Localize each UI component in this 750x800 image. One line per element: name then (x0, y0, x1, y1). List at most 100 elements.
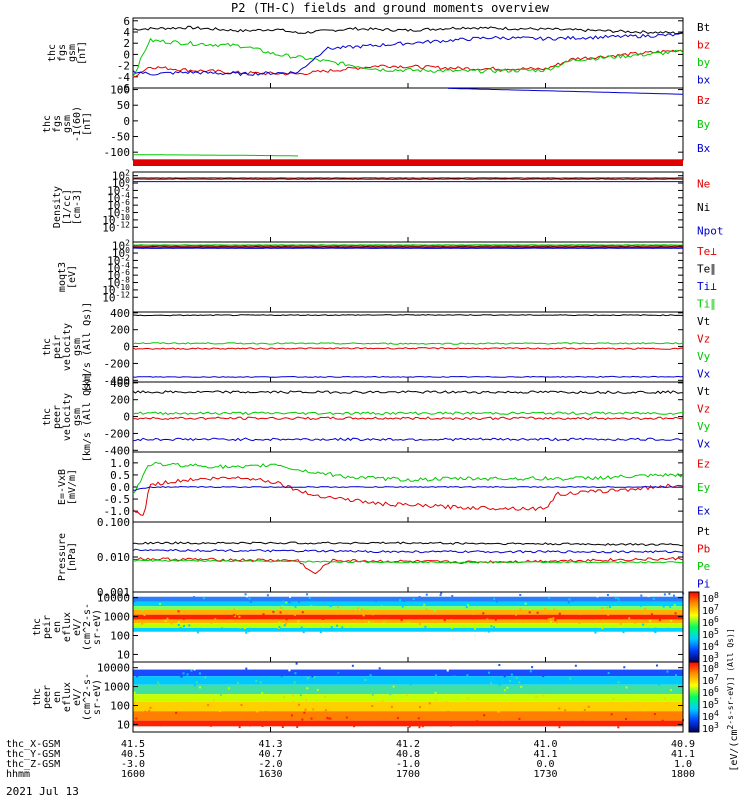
heatmap-cell (509, 702, 512, 705)
series-by (132, 37, 684, 77)
heatmap-cell (309, 723, 312, 726)
heatmap-cell (416, 667, 419, 670)
heatmap-cell (186, 673, 189, 676)
heatmap-cell (192, 596, 195, 599)
heatmap-cell (177, 621, 180, 624)
heatmap-cell (277, 689, 280, 692)
heatmap-cell (183, 701, 186, 704)
heatmap-cell (374, 599, 377, 602)
heatmap-cell (560, 713, 563, 716)
legend-label: Bz (697, 94, 710, 107)
heatmap-cell (236, 681, 239, 684)
heatmap-cell (261, 697, 264, 700)
heatmap-cell (389, 593, 392, 596)
heatmap-cell (503, 675, 506, 678)
series-Pe (132, 559, 684, 564)
heatmap-cell (226, 671, 229, 674)
y-tick-label: 10 (117, 648, 130, 661)
heatmap-cell (374, 723, 377, 726)
heatmap-cell (240, 704, 243, 707)
x-row-value: 1700 (396, 769, 420, 780)
heatmap-cell (238, 726, 241, 729)
y-tick-label: 4 (123, 26, 130, 39)
heatmap-cell (180, 675, 183, 678)
legend-label: Bx (697, 142, 711, 155)
heatmap-cell (564, 709, 567, 712)
heatmap-cell (308, 594, 311, 597)
heatmap-cell (672, 670, 675, 673)
heatmap-cell (293, 680, 296, 683)
y-tick-label: 400 (110, 307, 130, 320)
heatmap-cell (528, 611, 531, 614)
series-bz (132, 49, 684, 78)
heatmap-cell (440, 687, 443, 690)
heatmap-cell (459, 602, 462, 605)
y-axis-label: velocity (62, 323, 73, 371)
heatmap-cell (366, 615, 369, 618)
y-axis-label: en (52, 621, 63, 633)
x-row-value: 41.3 (258, 739, 282, 750)
heatmap-cell (355, 625, 358, 628)
legend-label: Vy (697, 420, 711, 433)
heatmap-cell (678, 670, 681, 673)
heatmap-cell (544, 607, 547, 610)
heatmap-cell (292, 694, 295, 697)
heatmap-cell (183, 625, 186, 628)
heatmap-cell (425, 608, 428, 611)
heatmap-cell (449, 724, 452, 727)
heatmap-cell (293, 613, 296, 616)
heatmap-cell (606, 593, 609, 596)
legend-label: Te∥ (697, 262, 716, 275)
heatmap-band (133, 596, 683, 602)
y-axis-label: thc (42, 338, 53, 356)
heatmap-cell (348, 625, 351, 628)
heatmap-cell (674, 612, 677, 615)
heatmap-cell (492, 626, 495, 629)
x-row-value: 41.1 (533, 749, 557, 760)
heatmap-cell (387, 665, 390, 668)
heatmap-cell (351, 664, 354, 667)
heatmap-cell (663, 593, 666, 596)
heatmap-cell (203, 628, 206, 631)
heatmap-cell (402, 606, 405, 609)
y-tick-label: 100 (110, 84, 130, 97)
heatmap-cell (159, 724, 162, 727)
heatmap-cell (540, 711, 543, 714)
heatmap-cell (674, 623, 677, 626)
y-axis-label: gsm (67, 44, 78, 62)
heatmap-cell (654, 627, 657, 630)
series-Vx (132, 437, 684, 442)
panel-frame (132, 521, 684, 593)
legend-label: Vx (697, 367, 711, 380)
heatmap-cell (198, 703, 201, 706)
heatmap-cell (389, 693, 392, 696)
heatmap-cell (594, 631, 597, 634)
heatmap-cell (529, 670, 532, 673)
heatmap-cell (604, 622, 607, 625)
series-Ex (132, 485, 683, 491)
heatmap-cell (379, 616, 382, 619)
heatmap-cell (247, 630, 250, 633)
y-axis-label: [1/cc] (62, 189, 73, 225)
heatmap-band (133, 662, 683, 670)
y-tick-label: -0.5 (104, 493, 131, 506)
x-row-label: hhmm (6, 769, 30, 780)
heatmap-cell (617, 681, 620, 684)
heatmap-cell (380, 605, 383, 608)
heatmap-cell (302, 721, 305, 724)
y-tick-label: -200 (104, 427, 131, 440)
heatmap-cell (395, 670, 398, 673)
heatmap-cell (645, 602, 648, 605)
legend-label: Vz (697, 402, 710, 415)
y-tick-label: -50 (110, 131, 130, 144)
y-tick-label: -100 (104, 146, 131, 159)
heatmap-cell (335, 612, 338, 615)
panel-frame (132, 241, 684, 313)
series-Vy (132, 342, 684, 345)
x-row-value: 41.0 (533, 739, 557, 750)
heatmap-cell (261, 724, 264, 727)
x-row-value: 40.7 (258, 749, 282, 760)
heatmap-cell (288, 669, 291, 672)
heatmap-cell (610, 691, 613, 694)
heatmap-cell (679, 694, 682, 697)
